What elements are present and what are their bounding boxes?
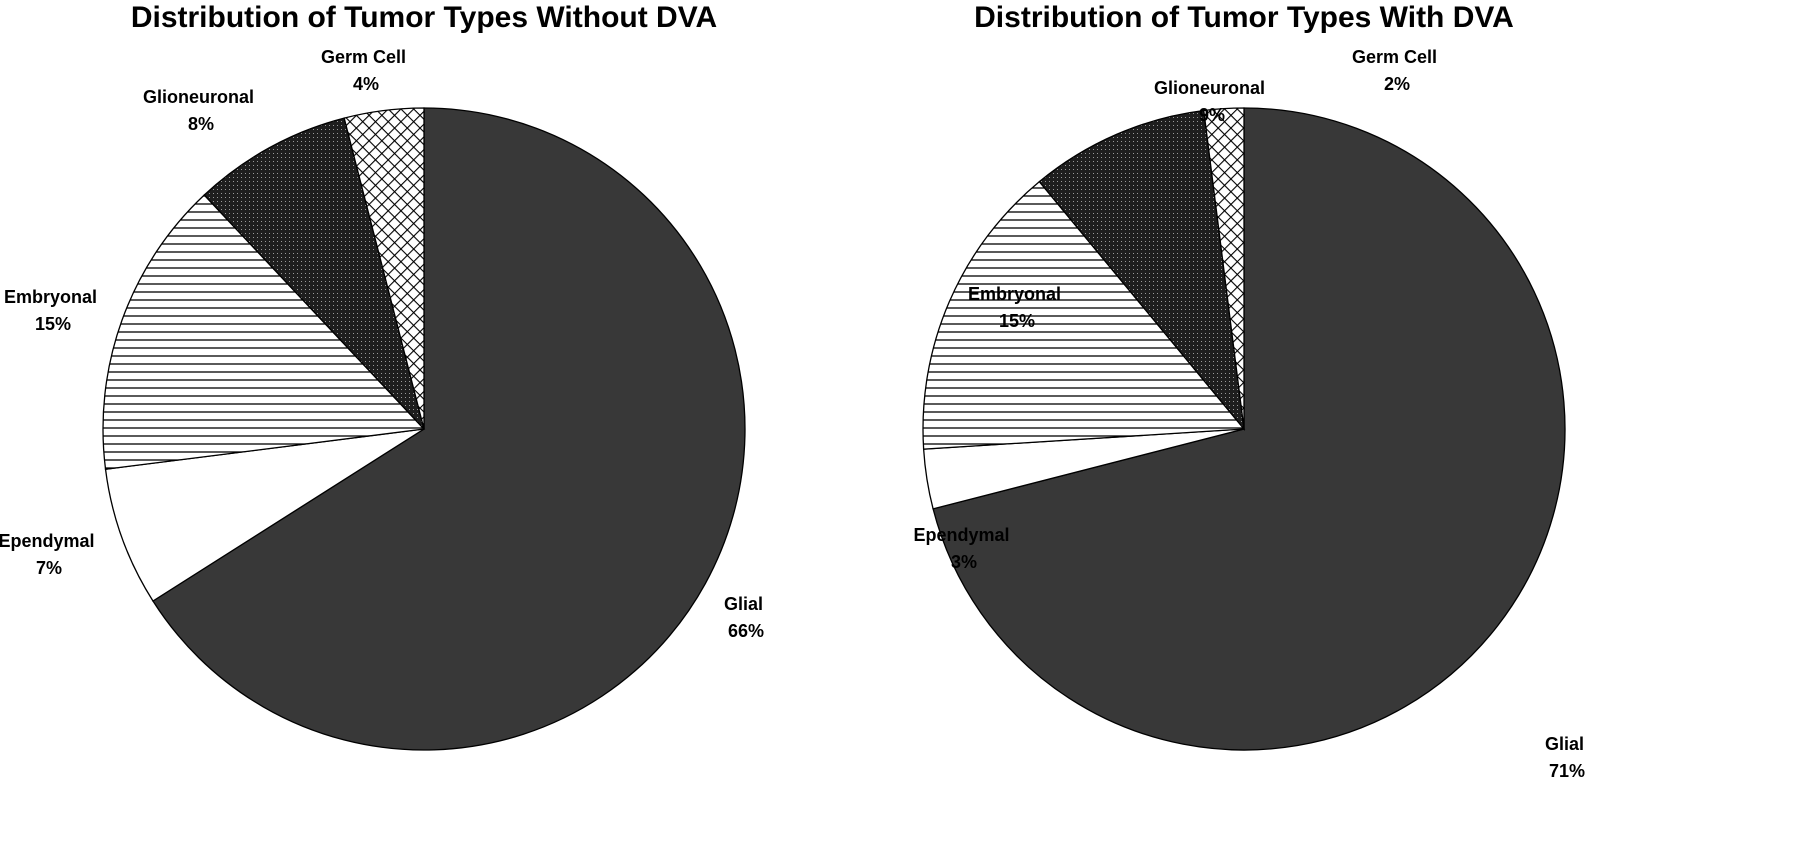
- slice-label-embryonal: Embryonal 15%: [4, 287, 102, 334]
- pie-slice-germ-cell: [343, 107, 425, 430]
- slice-label-embryonal: Embryonal 15%: [968, 284, 1066, 331]
- pie-slice-germ-cell: [1203, 107, 1245, 430]
- pie-slice-glial: [152, 107, 746, 751]
- slice-label-glial: Glial 71%: [1545, 734, 1589, 781]
- pie-chart-without-dva: Distribution of Tumor Types Without DVA …: [0, 1, 768, 751]
- pie-svg-without-dva: Distribution of Tumor Types Without DVA …: [0, 1, 768, 751]
- slice-label-glial: Glial 66%: [724, 594, 768, 641]
- pie-slice-glioneuronal: [1038, 109, 1245, 432]
- pie-slice-glioneuronal: [203, 117, 425, 430]
- label-group: Glial 66% Ependymal 7% Embryonal 15% Gli…: [0, 47, 768, 641]
- slice-label-ependymal: Ependymal 7%: [0, 531, 100, 578]
- slice-label-ependymal: Ependymal 3%: [913, 525, 1014, 572]
- label-group: Glial 71% Ependymal 3% Embryonal 15% Gli…: [913, 47, 1589, 781]
- slice-group: [922, 107, 1566, 751]
- slice-label-glioneuronal: Glioneuronal 9%: [1154, 78, 1270, 125]
- pie-slice-ependymal: [104, 428, 425, 602]
- pie-slice-embryonal: [922, 180, 1246, 450]
- slice-label-germ-cell: Germ Cell 2%: [1352, 47, 1442, 94]
- chart-title: Distribution of Tumor Types Without DVA: [131, 1, 717, 34]
- slice-label-glioneuronal: Glioneuronal 8%: [143, 87, 259, 134]
- slice-label-germ-cell: Germ Cell 4%: [321, 47, 411, 94]
- pie-chart-with-dva: Distribution of Tumor Types With DVA Gli…: [900, 0, 1800, 865]
- pie-svg-with-dva: Distribution of Tumor Types With DVA Gli…: [913, 1, 1589, 781]
- pie-slice-embryonal: [102, 194, 426, 470]
- chart-title: Distribution of Tumor Types With DVA: [974, 1, 1514, 34]
- slice-group: [102, 107, 746, 751]
- pie-slice-glial: [932, 107, 1566, 751]
